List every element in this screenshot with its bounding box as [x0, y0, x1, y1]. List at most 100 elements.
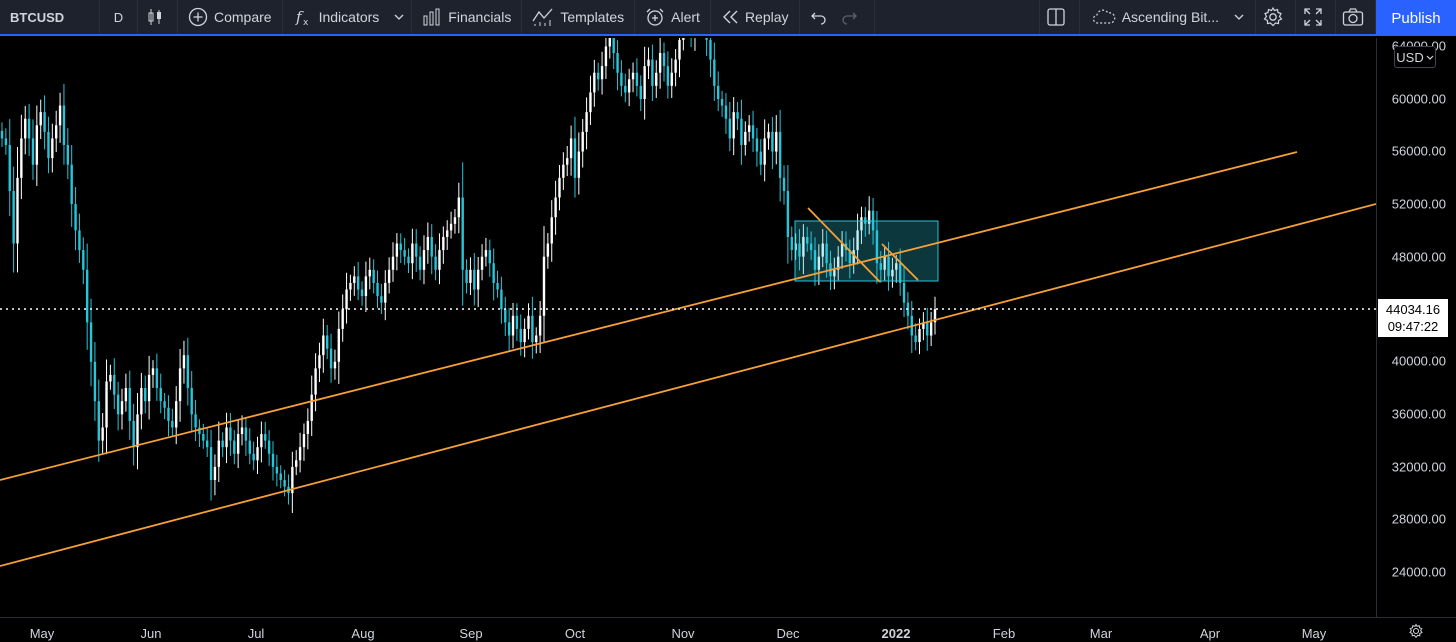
candle-body [97, 401, 100, 441]
candle-body [236, 434, 240, 454]
candle [724, 93, 728, 134]
candle [782, 165, 786, 205]
candle [244, 416, 248, 456]
candle [891, 257, 894, 288]
candle-body [163, 401, 166, 408]
candle-body [411, 243, 414, 264]
candle [848, 239, 852, 279]
candle [914, 323, 917, 351]
scale-settings-icon[interactable] [1408, 623, 1424, 639]
candle-body [577, 151, 581, 178]
alert-button[interactable]: Alert [635, 0, 711, 34]
candle-body [895, 263, 898, 270]
candle-body [39, 112, 42, 126]
candle [314, 353, 317, 412]
redo-icon[interactable] [840, 8, 858, 26]
candle-body [883, 256, 886, 270]
snapshot-button[interactable] [1336, 0, 1376, 34]
candle [550, 200, 553, 262]
candle [740, 99, 743, 165]
candle [240, 415, 244, 446]
candle-body [178, 368, 182, 402]
candle [395, 233, 399, 271]
layout-columns-icon [1047, 8, 1065, 26]
candle-body [651, 59, 654, 86]
fullscreen-icon [1303, 8, 1322, 26]
candle [329, 333, 333, 383]
candle-body [116, 394, 120, 415]
candle [875, 211, 879, 284]
candle [325, 324, 329, 360]
templates-button[interactable]: Templates [522, 0, 636, 34]
candle-body [190, 388, 193, 415]
candle [364, 261, 368, 313]
candle-body [209, 447, 213, 481]
candle [58, 92, 62, 143]
chart-type-button[interactable] [138, 0, 178, 34]
candle-body [523, 328, 526, 343]
candle [627, 68, 631, 107]
settings-button[interactable] [1256, 0, 1296, 34]
candle [751, 110, 755, 153]
layout-name-label: Ascending Bit... [1121, 9, 1219, 25]
candle [209, 429, 213, 501]
candle-body [283, 480, 286, 487]
candle [411, 228, 414, 280]
time-label: Mar [1089, 626, 1113, 641]
replay-button[interactable]: Replay [711, 0, 800, 34]
chart-pane[interactable] [0, 38, 1376, 617]
candle [612, 38, 615, 69]
candle [399, 233, 402, 264]
candle-body [713, 59, 716, 86]
candle [813, 237, 817, 286]
consolidation-box[interactable] [794, 220, 939, 282]
candle-body [763, 138, 766, 165]
descending-trendline-1[interactable] [807, 207, 881, 283]
publish-button[interactable]: Publish [1376, 0, 1456, 36]
candle [341, 294, 344, 342]
candle [267, 430, 271, 466]
time-label: Jun [140, 626, 162, 641]
candle [728, 101, 732, 152]
candle-body [744, 131, 747, 145]
candle [476, 256, 480, 308]
interval-button[interactable]: D [100, 0, 138, 34]
layout-name-button[interactable]: Ascending Bit... [1080, 0, 1256, 34]
candle-body [182, 355, 186, 369]
candle-body [554, 197, 557, 218]
price-label: 24000.00 [1391, 564, 1446, 580]
undo-icon[interactable] [810, 8, 828, 26]
layout-button[interactable] [1040, 0, 1080, 34]
time-scale[interactable]: May Jun Jul Aug Sep Oct Nov Dec 2022 Feb… [0, 617, 1456, 642]
candle-body [260, 434, 263, 448]
candle-body [186, 355, 190, 389]
candle-body [465, 269, 468, 283]
candle-body [128, 388, 131, 421]
candle [70, 144, 73, 227]
candle-body [492, 263, 495, 283]
candle [484, 237, 488, 267]
upper-trendline[interactable] [0, 151, 1298, 481]
candle-body [333, 361, 337, 369]
fullscreen-button[interactable] [1296, 0, 1336, 34]
candle [690, 38, 692, 47]
lower-trendline[interactable] [0, 203, 1376, 567]
symbol-search-button[interactable]: BTCUSD [0, 0, 100, 34]
price-label: 56000.00 [1391, 143, 1446, 159]
descending-trendline-2[interactable] [881, 243, 919, 281]
compare-button[interactable]: Compare [178, 0, 283, 34]
candle [178, 348, 182, 422]
candle-body [422, 250, 426, 270]
candle-body [809, 243, 813, 251]
financials-button[interactable]: Financials [412, 0, 523, 34]
candle [306, 408, 310, 450]
candle-body [600, 66, 604, 80]
replay-label: Replay [744, 9, 789, 25]
candle-body [144, 388, 147, 402]
currency-button[interactable]: USD [1394, 46, 1436, 68]
price-chart[interactable] [0, 38, 1376, 617]
candle-body [585, 112, 588, 132]
candle-body [511, 315, 515, 336]
gear-icon [1263, 6, 1282, 27]
